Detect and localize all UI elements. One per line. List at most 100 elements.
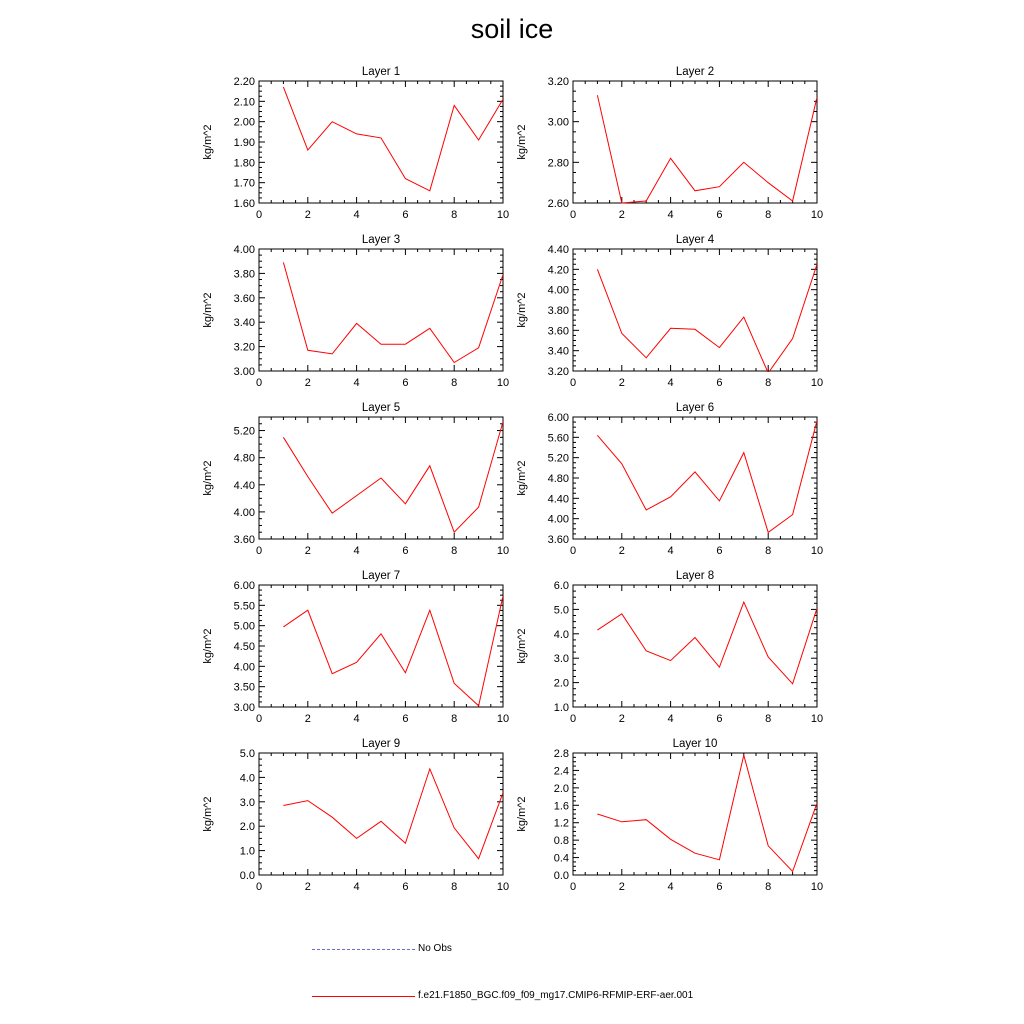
layer-1-xtick-label: 4	[354, 209, 360, 221]
layer-5-ytick-label: 4.40	[234, 480, 255, 492]
layer-2-xtick-label: 2	[619, 209, 625, 221]
layer-3-ytick-label: 4.00	[234, 244, 255, 256]
layer-9-xtick-label: 10	[497, 881, 509, 893]
layer-6-xtick-label: 2	[619, 545, 625, 557]
layer-4-ytick-label: 3.20	[548, 366, 569, 378]
layer-3-xtick-label: 8	[451, 377, 457, 389]
layer-7-panel: Layer 7 0 2 4 6 8 10 3.00 3.50 4.00 4.50 5.00 5.50 6.…	[202, 570, 509, 725]
layer-1-xtick-label: 2	[305, 209, 311, 221]
layer-10-xtick-label: 0	[570, 881, 576, 893]
layer-3-ylabel: kg/m^2	[202, 292, 214, 327]
layer-1-panel: Layer 1 0 2 4 6 8 10 1.60 1.70 1.80 1.90 2.00 2.10 2.…	[202, 66, 509, 221]
layer-8-xtick-label: 6	[716, 713, 722, 725]
layer-8-title: Layer 8	[676, 570, 714, 582]
layer-4-xtick-label: 4	[668, 377, 674, 389]
layer-7-xtick-label: 0	[256, 713, 262, 725]
layer-1-ytick-label: 2.00	[234, 117, 255, 129]
layer-6-title: Layer 6	[676, 402, 714, 414]
layer-3-xtick-label: 6	[402, 377, 408, 389]
layer-10-ytick-label: 1.6	[554, 800, 569, 812]
layer-5-xtick-label: 4	[354, 545, 360, 557]
layer-8-xtick-label: 2	[619, 713, 625, 725]
layer-7-ytick-label: 3.50	[234, 682, 255, 694]
layer-3-xtick-label: 10	[497, 377, 509, 389]
layer-10-title: Layer 10	[673, 738, 718, 750]
layer-5-xtick-label: 2	[305, 545, 311, 557]
legend-obs-label: No Obs	[418, 943, 452, 954]
layer-1-series-line	[282, 86, 503, 192]
layer-2-ytick-label: 3.20	[548, 76, 569, 88]
layer-6-panel: Layer 6 0 2 4 6 8 10 3.60 4.00 4.40 4.80 5.20 5.60 6.…	[516, 402, 823, 557]
layer-4-ytick-label: 4.40	[548, 244, 569, 256]
layer-6-xtick-label: 6	[716, 545, 722, 557]
layer-5-ylabel: kg/m^2	[202, 460, 214, 495]
layer-7-ylabel: kg/m^2	[202, 628, 214, 663]
layer-9-ytick-label: 3.0	[240, 797, 255, 809]
layer-10-ytick-label: 2.8	[554, 748, 569, 760]
layer-4-ytick-label: 4.20	[548, 264, 569, 276]
layer-8-xtick-label: 4	[668, 713, 674, 725]
layer-4-title: Layer 4	[676, 234, 715, 246]
layer-6-ytick-label: 4.80	[548, 473, 569, 485]
layer-7-xtick-label: 8	[451, 713, 457, 725]
layer-5-ytick-label: 5.20	[234, 426, 255, 438]
layer-10-ytick-label: 0.4	[554, 853, 569, 865]
figure-title: soil ice	[470, 14, 554, 44]
layer-1-xtick-label: 8	[451, 209, 457, 221]
layer-4-ytick-label: 3.80	[548, 305, 569, 317]
layer-6-xtick-label: 4	[668, 545, 674, 557]
layer-4-xtick-label: 0	[570, 377, 576, 389]
layer-9-xtick-label: 6	[402, 881, 408, 893]
layer-4-series-line	[596, 264, 817, 372]
layer-8-ytick-label: 5.0	[554, 604, 569, 616]
layer-2-xtick-label: 0	[570, 209, 576, 221]
layer-5-xtick-label: 8	[451, 545, 457, 557]
legend-model-line	[312, 996, 415, 997]
layer-5-panel: Layer 5 0 2 4 6 8 10 3.60 4.00 4.40 4.80 5.20 kg/m^2	[202, 402, 509, 557]
layer-5-xtick-label: 6	[402, 545, 408, 557]
layer-6-ytick-label: 5.60	[548, 432, 569, 444]
layer-8-ytick-label: 2.0	[554, 678, 569, 690]
layer-4-ylabel: kg/m^2	[516, 292, 528, 327]
layer-10-ytick-label: 1.2	[554, 818, 569, 830]
layer-6-xtick-label: 10	[811, 545, 823, 557]
layer-10-xtick-label: 8	[765, 881, 771, 893]
layer-4-ytick-label: 3.40	[548, 346, 569, 358]
layer-5-ytick-label: 3.60	[234, 534, 255, 546]
layer-2-xtick-label: 8	[765, 209, 771, 221]
layer-9-series-line	[283, 767, 503, 860]
layer-10-ytick-label: 0.8	[554, 835, 569, 847]
layer-3-ytick-label: 3.00	[234, 366, 255, 378]
layer-7-xtick-label: 4	[354, 713, 360, 725]
layer-3-ytick-label: 3.80	[234, 268, 255, 280]
layer-7-ytick-label: 4.00	[234, 661, 255, 673]
layer-2-title: Layer 2	[676, 66, 714, 78]
layer-7-ytick-label: 5.50	[234, 600, 255, 612]
layer-10-xtick-label: 4	[668, 881, 674, 893]
layer-5-xtick-label: 0	[256, 545, 262, 557]
layer-9-ytick-label: 2.0	[240, 821, 255, 833]
layer-10-xtick-label: 2	[619, 881, 625, 893]
legend-model-label: f.e21.F1850_BGC.f09_f09_mg17.CMIP6-RFMIP…	[418, 990, 694, 1001]
layer-10-ytick-label: 2.4	[554, 765, 569, 777]
layer-7-xtick-label: 10	[497, 713, 509, 725]
layer-1-ylabel: kg/m^2	[202, 124, 214, 159]
layer-9-title: Layer 9	[362, 738, 400, 750]
layer-9-ytick-label: 0.0	[240, 870, 255, 882]
layer-7-ytick-label: 6.00	[234, 580, 255, 592]
layer-1-xtick-label: 6	[402, 209, 408, 221]
layer-4-xtick-label: 6	[716, 377, 722, 389]
layer-6-ytick-label: 5.20	[548, 453, 569, 465]
layer-1-ytick-label: 2.10	[234, 96, 255, 108]
layer-6-xtick-label: 8	[765, 545, 771, 557]
layer-4-panel: Layer 4 0 2 4 6 8 10 3.20 3.40 3.60 3.80 4.00 4.20 4.…	[516, 234, 823, 389]
layer-10-ylabel: kg/m^2	[516, 796, 528, 831]
layer-8-ytick-label: 6.0	[554, 580, 569, 592]
layer-7-xtick-label: 2	[305, 713, 311, 725]
layer-9-xtick-label: 8	[451, 881, 457, 893]
layer-2-ytick-label: 2.60	[548, 198, 569, 210]
layer-6-ylabel: kg/m^2	[516, 460, 528, 495]
legend-obs-dashed-line	[312, 949, 415, 950]
layer-2-xtick-label: 6	[716, 209, 722, 221]
